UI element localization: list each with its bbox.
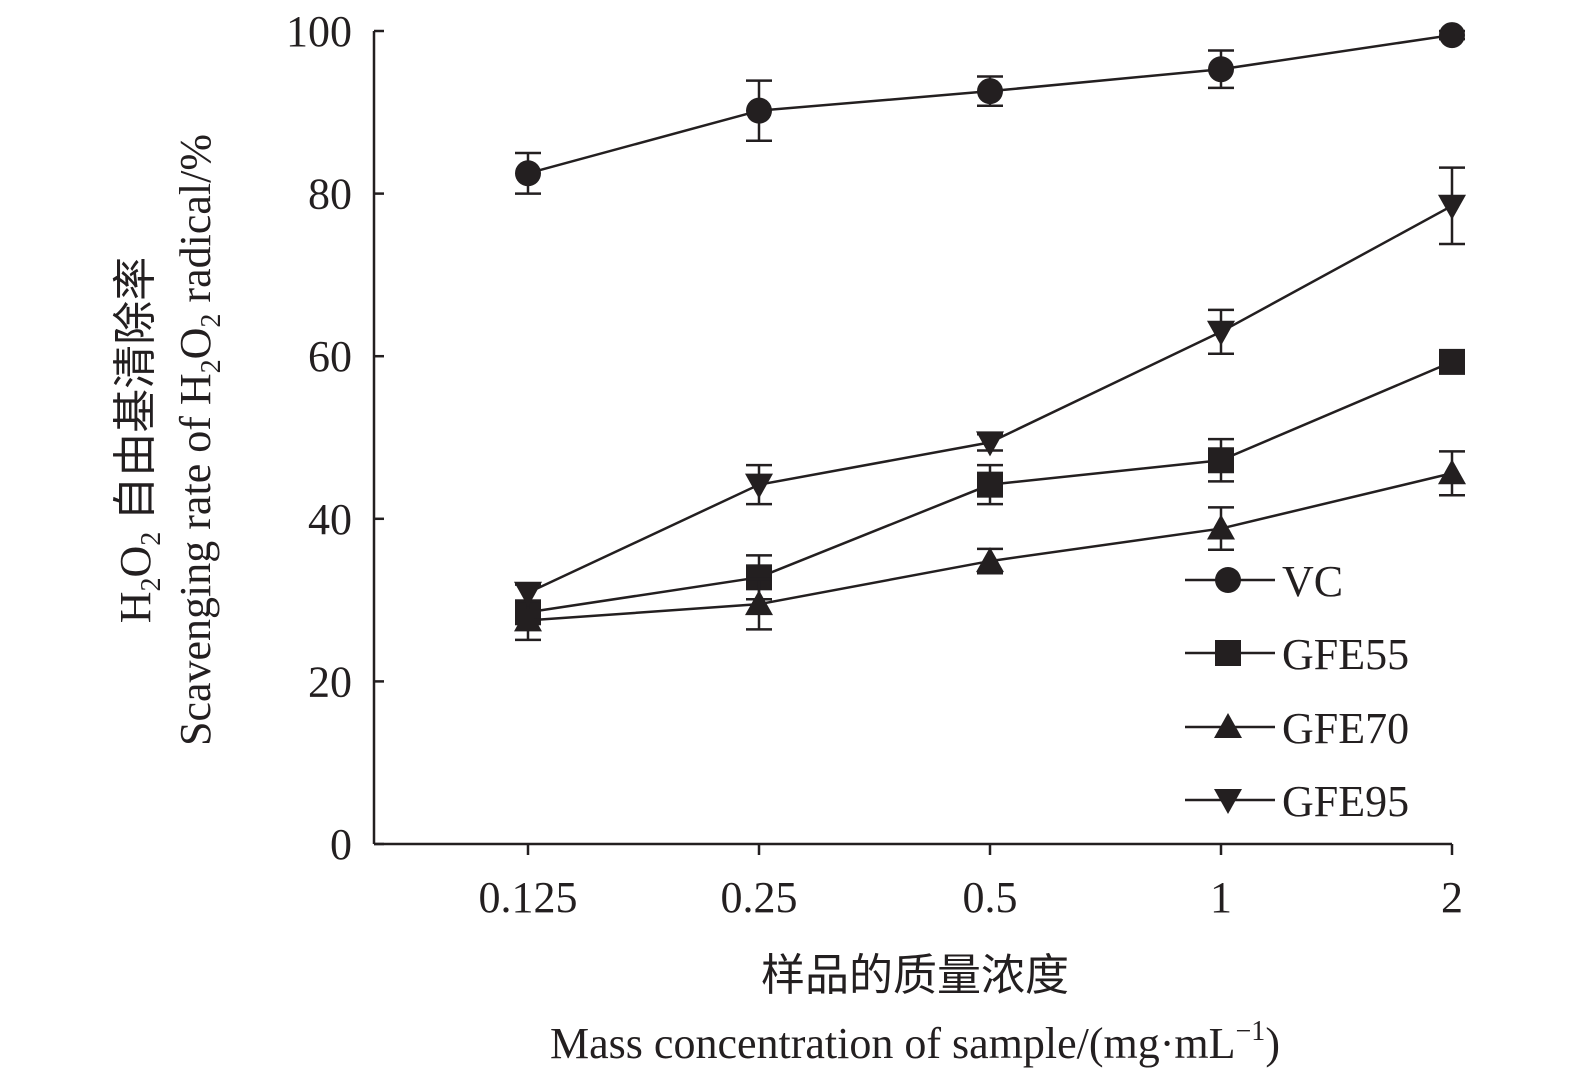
axes: 0 20 40 60 80 100 0.125 0.25 0.5 1 2	[286, 7, 1463, 922]
y-tick-label: 60	[308, 332, 352, 381]
marker-triangle-up	[1438, 459, 1466, 485]
x-tick-label: 0.25	[721, 873, 798, 922]
legend-label: GFE55	[1282, 630, 1409, 679]
marker-triangle-down	[976, 431, 1004, 457]
marker-triangle-up	[1207, 514, 1235, 540]
series-line	[527, 204, 1453, 594]
y-tick-label: 40	[308, 495, 352, 544]
legend: VC GFE55 GFE70 GFE95	[1185, 557, 1409, 826]
y-tick-label: 20	[308, 657, 352, 706]
x-axis-title-cn: 样品的质量浓度	[761, 951, 1069, 1000]
y-tick-label: 80	[308, 170, 352, 219]
series-gfe70	[514, 450, 1466, 642]
x-tick-label: 1	[1210, 873, 1232, 922]
y-axis-title-cn: H2O2 自由基清除率	[111, 257, 167, 624]
x-tick-label: 0.125	[479, 873, 578, 922]
x-axis-title-en: Mass concentration of sample/(mg·mL−1)	[550, 1016, 1280, 1068]
marker-triangle-up	[1214, 713, 1242, 738]
marker-square	[1215, 640, 1241, 666]
marker-circle	[1208, 56, 1234, 83]
marker-circle	[746, 97, 772, 124]
legend-label: GFE95	[1282, 777, 1409, 826]
series-gfe55	[515, 348, 1465, 626]
marker-circle	[977, 78, 1003, 105]
legend-label: VC	[1282, 557, 1343, 606]
legend-item-gfe70: GFE70	[1185, 704, 1409, 753]
legend-item-gfe95: GFE95	[1185, 777, 1409, 826]
marker-circle	[515, 160, 541, 187]
marker-triangle-up	[745, 590, 773, 616]
x-tick-label: 2	[1441, 873, 1463, 922]
y-axis-title-en: Scavenging rate of H2O2 radical/%	[171, 134, 227, 746]
series-gfe95	[514, 166, 1466, 607]
marker-triangle-up	[976, 547, 1004, 573]
marker-triangle-down	[1207, 320, 1235, 346]
series-layer	[514, 22, 1466, 642]
marker-triangle-down	[1438, 194, 1466, 220]
legend-label: GFE70	[1282, 704, 1409, 753]
marker-circle	[1215, 567, 1241, 593]
marker-square	[977, 471, 1003, 498]
series-vc	[515, 22, 1465, 195]
legend-item-gfe55: GFE55	[1185, 630, 1409, 679]
marker-square	[1439, 348, 1465, 375]
marker-triangle-down	[1214, 789, 1242, 814]
marker-square	[1208, 447, 1234, 474]
marker-triangle-up	[514, 606, 542, 632]
y-tick-label: 100	[286, 7, 352, 56]
marker-triangle-down	[514, 581, 542, 607]
legend-item-vc: VC	[1185, 557, 1343, 606]
marker-circle	[1439, 22, 1465, 49]
x-tick-label: 0.5	[963, 873, 1018, 922]
marker-triangle-down	[745, 473, 773, 499]
y-tick-label: 0	[330, 820, 352, 869]
